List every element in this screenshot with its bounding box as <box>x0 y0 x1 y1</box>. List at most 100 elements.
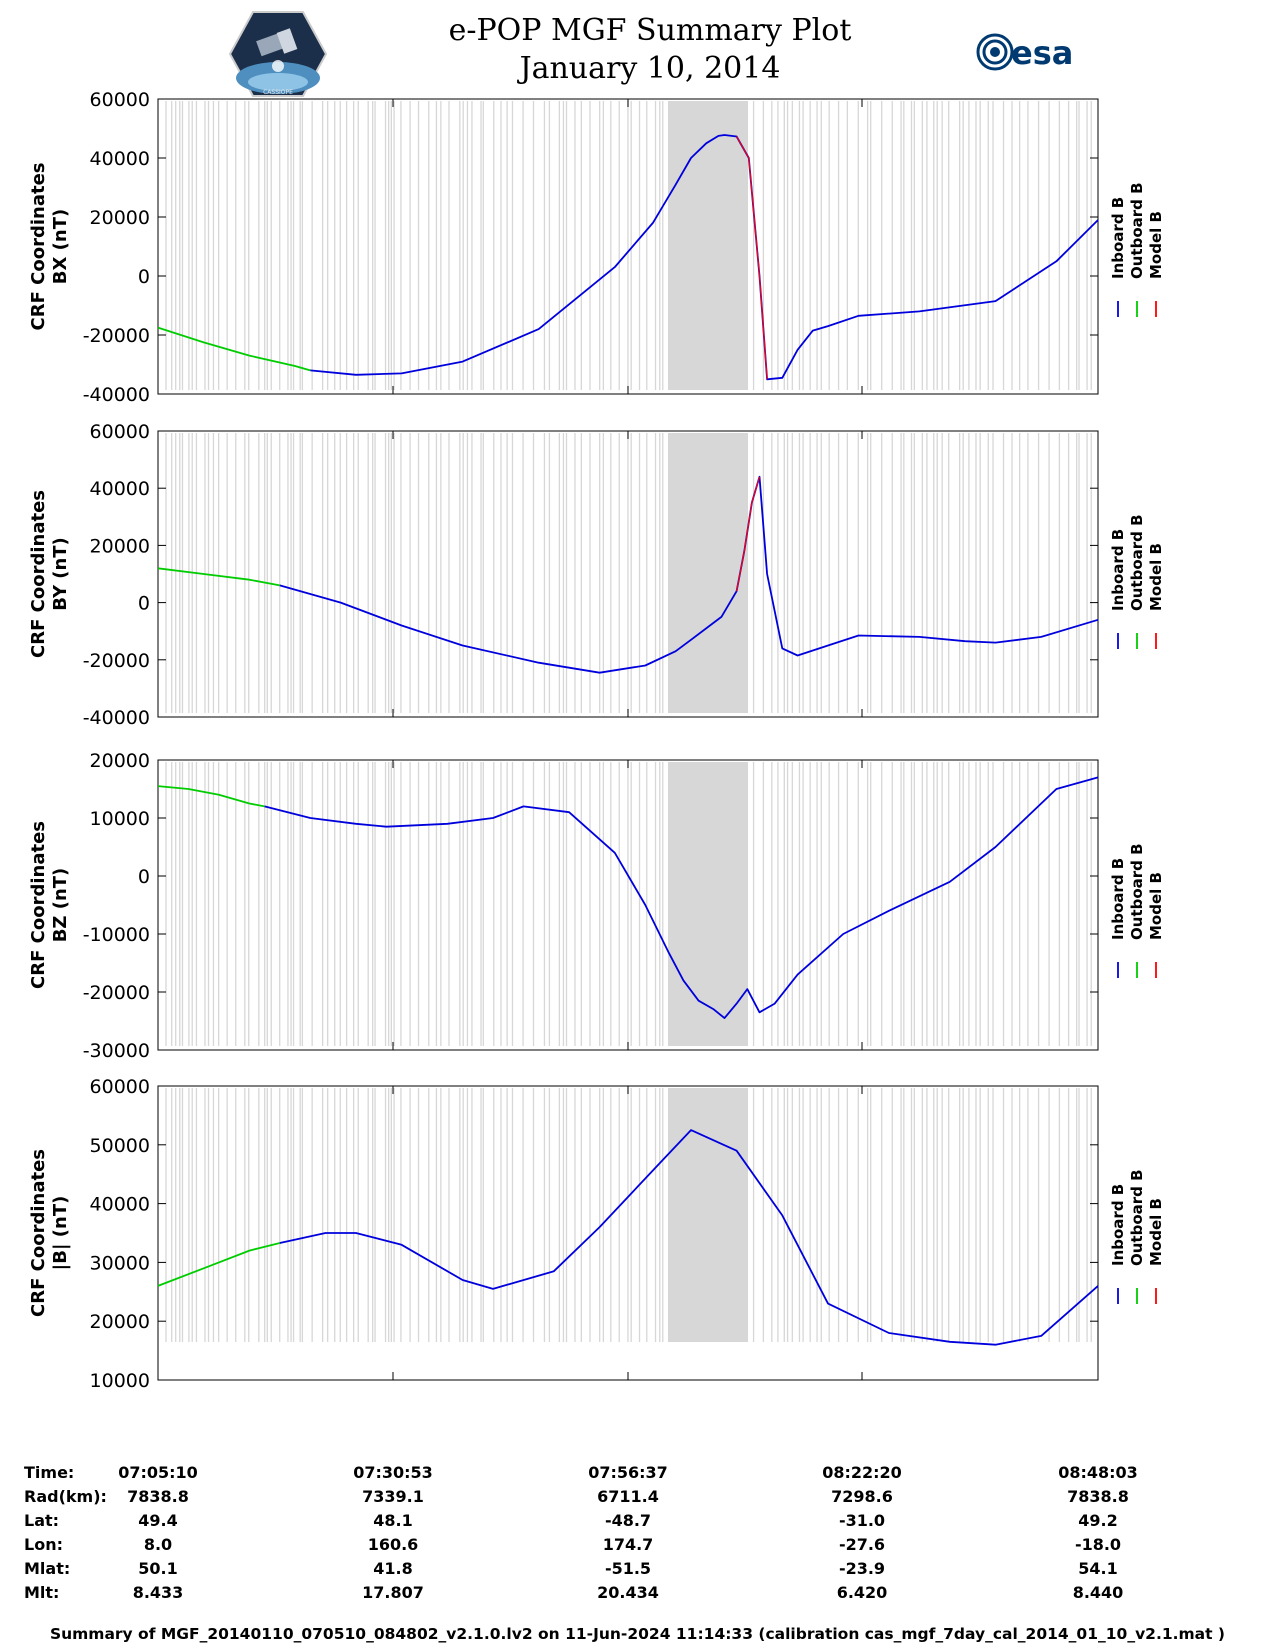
y-tick-label: 60000 <box>90 421 150 443</box>
y-tick-label: 0 <box>138 266 150 288</box>
info-row-label: Mlt: <box>24 1583 60 1602</box>
info-value: 6.420 <box>836 1583 888 1602</box>
y-axis-label: CRF CoordinatesBY (nT) <box>28 490 71 658</box>
y-tick-label: -20000 <box>83 650 150 672</box>
series-outboard-b <box>157 785 265 808</box>
y-tick-label: -20000 <box>83 982 150 1004</box>
info-value: 41.8 <box>373 1559 413 1578</box>
info-row-label: Rad(km): <box>24 1487 107 1506</box>
y-tick-label: 0 <box>138 866 150 888</box>
y-tick-label: 40000 <box>90 478 150 500</box>
info-value: 8.440 <box>1072 1583 1124 1602</box>
legend-label: Inboard B <box>1109 197 1127 279</box>
y-axis-label: CRF CoordinatesBX (nT) <box>28 163 71 331</box>
info-value: -18.0 <box>1074 1535 1122 1554</box>
y-tick-label: 50000 <box>90 1135 150 1157</box>
plot-date: January 10, 2014 <box>519 51 781 86</box>
info-row: Lon: 8.0 160.6 174.7 -27.6 -18.0 <box>0 1535 1275 1559</box>
y-axis-label: CRF Coordinates|B| (nT) <box>28 1149 71 1317</box>
chart-panel-1: -40000 -20000 0 20000 40000 60000 CRF Coordina… <box>28 89 1165 406</box>
info-row: Time: 07:05:10 07:30:53 07:56:37 08:22:20 08:… <box>0 1463 1275 1487</box>
info-row-label: Lon: <box>24 1535 63 1554</box>
legend: Inboard B Outboard B Model B <box>1109 182 1165 317</box>
y-axis-label: CRF CoordinatesBZ (nT) <box>28 821 71 989</box>
series-model-b <box>736 476 761 592</box>
esa-logo-text: esa <box>1011 34 1073 72</box>
legend-label: Model B <box>1147 543 1165 611</box>
legend-label: Outboard B <box>1128 182 1146 279</box>
info-value: 50.1 <box>138 1559 178 1578</box>
info-value: 7339.1 <box>362 1487 424 1506</box>
info-value: 8.0 <box>143 1535 173 1554</box>
info-value: 07:30:53 <box>353 1463 433 1482</box>
info-value: 48.1 <box>373 1511 413 1530</box>
data-gap-shade <box>668 762 748 1046</box>
data-gap-shade <box>668 433 748 713</box>
footer-caption: Summary of MGF_20140110_070510_084802_v2… <box>49 1625 1226 1643</box>
info-row: Rad(km): 7838.8 7339.1 6711.4 7298.6 7838.8 <box>0 1487 1275 1511</box>
info-row-label: Mlat: <box>24 1559 71 1578</box>
y-tick-label: 10000 <box>90 1370 150 1392</box>
cassiope-logo: CASSIOPE <box>228 11 328 97</box>
info-value: 08:22:20 <box>822 1463 902 1482</box>
y-tick-label: 10000 <box>90 808 150 830</box>
series-outboard-b <box>157 567 280 587</box>
ephemeris-table: Time: 07:05:10 07:30:53 07:56:37 08:22:20 08:… <box>0 1463 1275 1631</box>
info-value: -27.6 <box>838 1535 886 1554</box>
series-outboard-b <box>157 326 311 372</box>
info-value: -23.9 <box>838 1559 886 1578</box>
legend-label: Outboard B <box>1128 1169 1146 1266</box>
y-tick-label: -20000 <box>83 325 150 347</box>
series-model-b <box>736 136 768 380</box>
info-row-label: Lat: <box>24 1511 60 1530</box>
y-tick-label: 40000 <box>90 1194 150 1216</box>
info-value: -51.5 <box>604 1559 652 1578</box>
y-tick-label: 60000 <box>90 89 150 111</box>
chart-panel-3: -30000 -20000 -10000 0 10000 20000 CRF Coordin… <box>28 750 1165 1062</box>
info-row: Mlt: 8.433 17.807 20.434 6.420 8.440 <box>0 1583 1275 1607</box>
info-value: 8.433 <box>132 1583 184 1602</box>
data-gap-shade <box>668 101 748 390</box>
info-value: 07:56:37 <box>588 1463 668 1482</box>
flag-lines <box>165 1088 1092 1342</box>
y-tick-label: 20000 <box>90 1311 150 1333</box>
legend-label: Model B <box>1147 1198 1165 1266</box>
series-inboard-b <box>264 776 1099 1019</box>
y-tick-label: 20000 <box>90 207 150 229</box>
cassiope-logo-text: CASSIOPE <box>263 89 293 96</box>
y-tick-label: 60000 <box>90 1076 150 1098</box>
legend-label: Outboard B <box>1128 514 1146 611</box>
info-value: 7838.8 <box>127 1487 189 1506</box>
flag-lines <box>165 433 1092 713</box>
info-row: Lat: 49.4 48.1 -48.7 -31.0 49.2 <box>0 1511 1275 1535</box>
info-value: 7298.6 <box>831 1487 893 1506</box>
legend-label: Inboard B <box>1109 858 1127 940</box>
y-tick-label: 0 <box>138 593 150 615</box>
chart-panel-4: 10000 20000 30000 40000 50000 60000 CRF Coordi… <box>28 1076 1165 1392</box>
info-value: 49.4 <box>138 1511 178 1530</box>
info-value: 07:05:10 <box>118 1463 198 1482</box>
y-tick-label: -40000 <box>83 384 150 406</box>
legend-label: Model B <box>1147 211 1165 279</box>
info-value: 7838.8 <box>1067 1487 1129 1506</box>
info-value: 17.807 <box>362 1583 424 1602</box>
info-value: 54.1 <box>1078 1559 1118 1578</box>
y-tick-label: 40000 <box>90 148 150 170</box>
y-tick-label: 30000 <box>90 1252 150 1274</box>
info-value: 174.7 <box>602 1535 654 1554</box>
legend: Inboard B Outboard B Model B <box>1109 514 1165 649</box>
info-value: 08:48:03 <box>1058 1463 1138 1482</box>
y-tick-label: -30000 <box>83 1040 150 1062</box>
y-tick-label: -40000 <box>83 707 150 729</box>
flag-lines <box>165 762 1092 1046</box>
plot-title: e-POP MGF Summary Plot <box>448 13 852 48</box>
flag-lines <box>165 101 1092 390</box>
title-block: e-POP MGF Summary Plot January 10, 2014 <box>350 12 950 88</box>
legend-label: Inboard B <box>1109 1184 1127 1266</box>
legend: Inboard B Outboard B Model B <box>1109 843 1165 978</box>
y-tick-label: 20000 <box>90 535 150 557</box>
esa-logo: esa <box>976 33 1073 72</box>
legend-label: Model B <box>1147 872 1165 940</box>
chart-panel-2: -40000 -20000 0 20000 40000 60000 CRF Coordina… <box>28 421 1165 729</box>
